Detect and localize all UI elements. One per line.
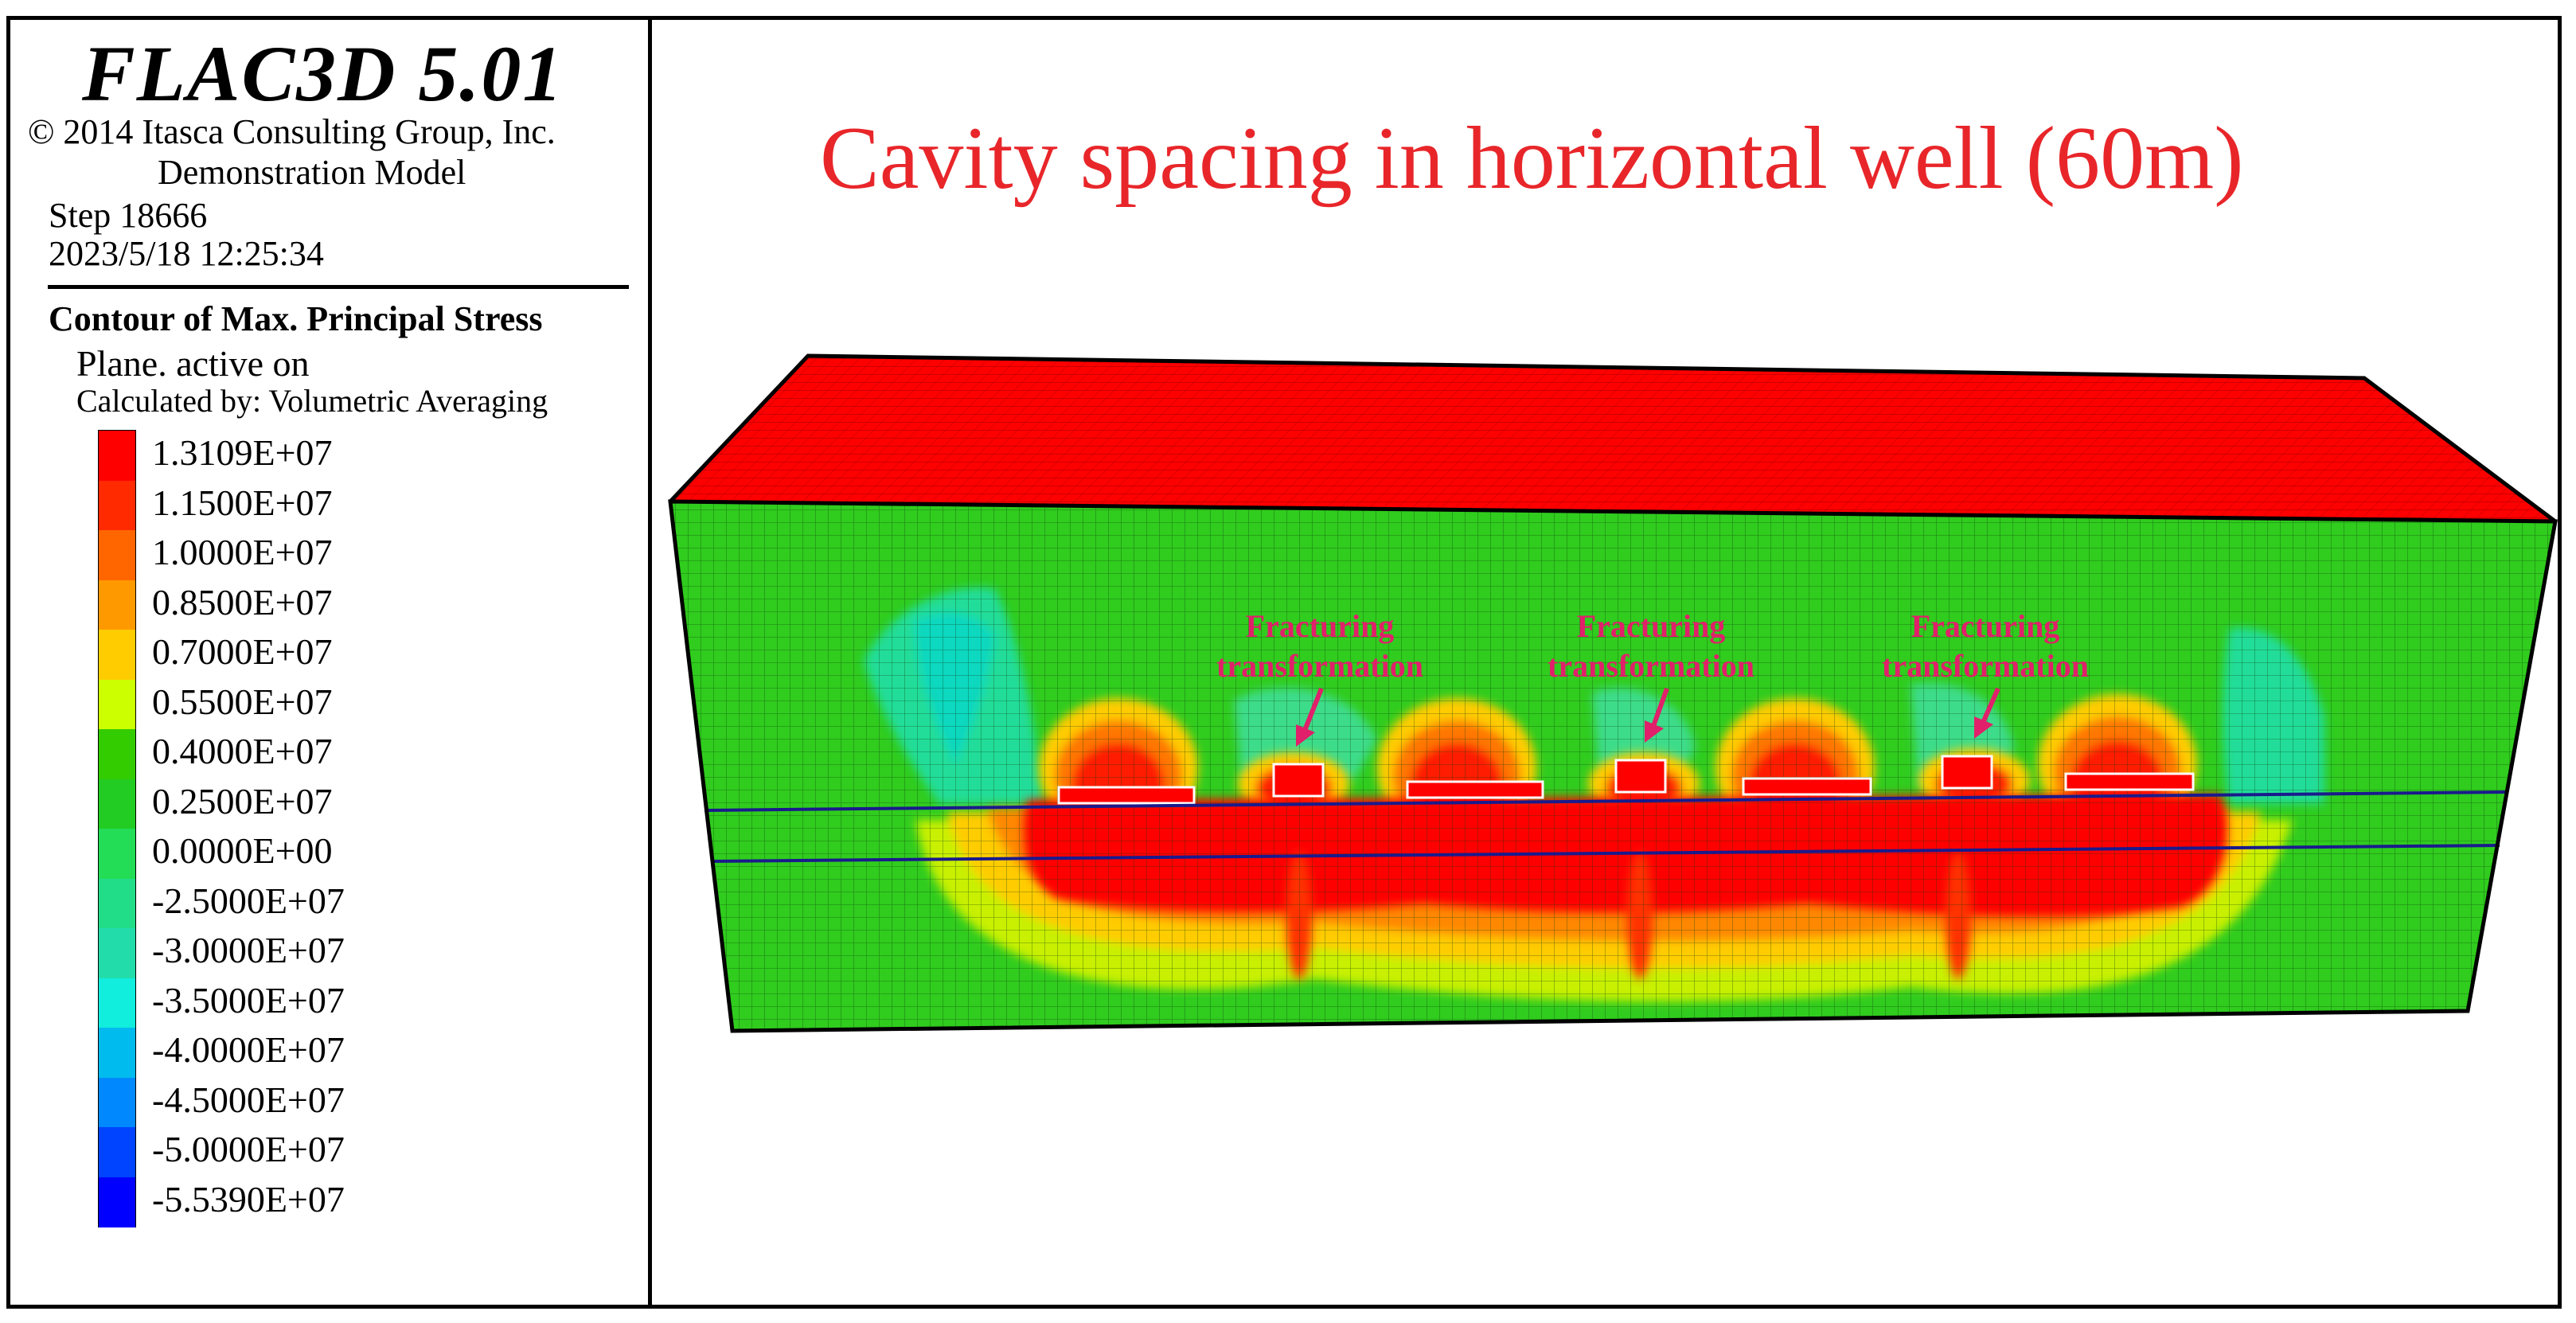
colorbar-swatch — [99, 480, 135, 531]
colorbar-swatch — [99, 431, 135, 481]
calculated-by-text: Calculated by: Volumetric Averaging — [76, 383, 548, 419]
plot-title: Cavity spacing in horizontal well (60m) — [820, 109, 2244, 208]
colorbar-swatch — [99, 630, 135, 680]
colorbar-label: 1.3109E+07 — [152, 432, 333, 473]
colorbar-label: -4.5000E+07 — [152, 1079, 345, 1120]
annotation-line1: Fracturing — [1577, 608, 1726, 644]
colorbar-swatch — [99, 580, 135, 630]
annotation-line2: transformation — [1216, 648, 1423, 684]
colorbar-swatch — [99, 679, 135, 730]
well-line-upper — [704, 790, 2508, 812]
colorbar-label: -4.0000E+07 — [152, 1029, 345, 1070]
step-text: Step 18666 — [49, 196, 208, 235]
colorbar-swatch — [99, 1127, 135, 1177]
colorbar-label: 0.8500E+07 — [152, 581, 333, 622]
legend-panel: FLAC3D 5.01 © 2014 Itasca Consulting Gro… — [10, 20, 647, 1305]
fracture-zone — [1272, 763, 1325, 798]
contour-title: Contour of Max. Principal Stress — [49, 299, 543, 338]
colorbar-label: 0.0000E+00 — [152, 830, 333, 871]
colorbar-label: -5.5390E+07 — [152, 1178, 345, 1220]
fracturing-annotations: Fracturing transformation Fracturing tra… — [1216, 608, 2089, 684]
colorbar-label: 0.5500E+07 — [152, 681, 333, 722]
cavity — [1406, 780, 1544, 799]
colorbar-label: 0.2500E+07 — [152, 780, 333, 822]
cavity — [2064, 772, 2195, 791]
annotation-arrows — [1296, 687, 2000, 747]
model-front-outline — [668, 499, 2558, 1033]
copyright-text: © 2014 Itasca Consulting Group, Inc. — [28, 112, 556, 151]
colorbar-swatch — [99, 928, 135, 978]
legend-divider-rule — [48, 285, 629, 289]
colorbar-swatch — [99, 530, 135, 580]
front-face-contour — [670, 501, 2555, 1031]
model-type-text: Demonstration Model — [158, 153, 466, 192]
colorbar-swatch — [99, 1177, 135, 1227]
colorbar-label: -3.0000E+07 — [152, 930, 345, 970]
annotation-line2: transformation — [1548, 648, 1754, 684]
colorbar-swatch — [99, 978, 135, 1028]
annotation-line1: Fracturing — [1911, 608, 2060, 644]
colorbar-swatch — [99, 878, 135, 929]
colorbar-label: 1.0000E+07 — [152, 532, 333, 572]
colorbar-label: 0.4000E+07 — [152, 731, 333, 771]
annotation-line1: Fracturing — [1246, 608, 1395, 644]
colorbar — [98, 430, 136, 1227]
well-line-lower — [710, 844, 2500, 863]
colorbar-swatch — [99, 729, 135, 779]
colorbar-swatch — [99, 1077, 135, 1128]
cavity — [1057, 786, 1196, 805]
colorbar-label: -3.5000E+07 — [152, 979, 345, 1021]
colorbar-label: -2.5000E+07 — [152, 880, 345, 921]
fracture-zone — [1614, 759, 1667, 794]
plane-text: Plane. active on — [76, 343, 310, 384]
figure-frame — [6, 16, 2562, 1309]
app-title: FLAC3D 5.01 — [82, 29, 564, 118]
datetime-text: 2023/5/18 12:25:34 — [49, 234, 324, 273]
fracture-zone — [1941, 755, 1993, 790]
colorbar-swatch — [99, 829, 135, 879]
annotation-line2: transformation — [1882, 648, 2089, 684]
colorbar-swatch — [99, 779, 135, 829]
colorbar-swatch — [99, 1028, 135, 1078]
colorbar-label: 1.1500E+07 — [152, 482, 333, 523]
cavity — [1742, 777, 1872, 796]
panel-divider — [648, 16, 652, 1309]
colorbar-label: 0.7000E+07 — [152, 631, 333, 672]
colorbar-label: -5.0000E+07 — [152, 1129, 345, 1169]
model-top-outline — [669, 353, 2557, 523]
